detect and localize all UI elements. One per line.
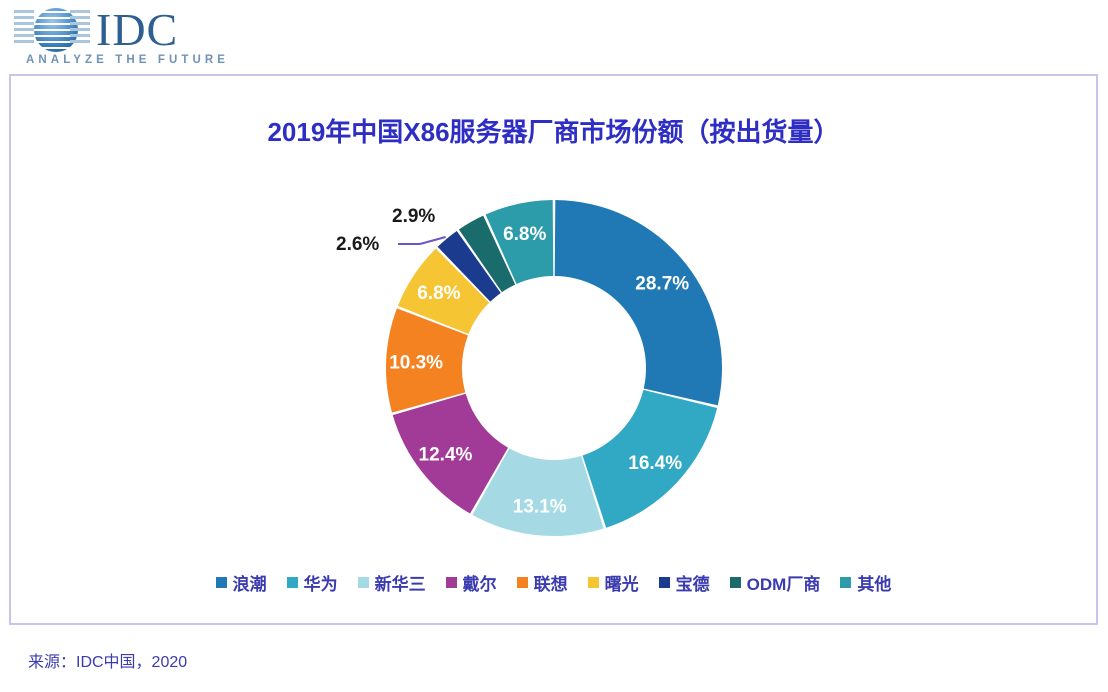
donut-slice[interactable] (385, 308, 468, 413)
donut-slice-label: 6.8% (503, 224, 546, 245)
leader-line (397, 236, 446, 245)
legend-swatch-icon (587, 577, 599, 588)
donut-slice-label: 16.4% (628, 453, 682, 474)
globe-stripe-lines (14, 7, 90, 53)
donut-value-labels: 28.7% 16.4% 13.1% 12.4% 10.3% 6.8% 2.6% 2.9% 6.8… (336, 206, 689, 517)
chart-title: 2019年中国X86服务器厂商市场份额（按出货量） (267, 117, 840, 147)
legend-item[interactable]: 其他 (840, 570, 891, 595)
legend-swatch-icon (729, 577, 741, 588)
chart-frame: 2019年中国X86服务器厂商市场份额（按出货量） 28.7% 16.4% 13.1… (9, 74, 1098, 625)
donut-slice[interactable] (397, 248, 489, 334)
donut-slice[interactable] (437, 231, 501, 302)
legend-swatch-icon (445, 577, 457, 588)
legend-swatch-icon (658, 577, 670, 588)
donut-slice-label: 13.1% (512, 496, 566, 517)
idc-globe-logo-icon (14, 7, 90, 53)
legend-label: 新华三 (374, 575, 426, 594)
legend-label: 浪潮 (232, 575, 267, 594)
donut-slice[interactable] (392, 393, 508, 514)
logo-wordmark: IDC (96, 4, 179, 55)
donut-chart-svg: 28.7% 16.4% 13.1% 12.4% 10.3% 6.8% 2.6% 2.9% 6.8… (336, 200, 722, 536)
donut-slice-label: 10.3% (389, 352, 443, 373)
logo-row: IDC (14, 6, 314, 54)
legend-swatch-icon (840, 577, 852, 588)
donut-slice-label: 12.4% (418, 444, 472, 465)
legend-label: 戴尔 (462, 575, 497, 594)
legend-label: ODM厂商 (746, 575, 821, 594)
legend-label: 其他 (857, 575, 892, 594)
legend-label: 曙光 (604, 575, 639, 594)
donut-slice[interactable] (458, 215, 515, 293)
donut-slice-group (385, 200, 722, 536)
legend-swatch-icon (215, 577, 227, 588)
donut-slice[interactable] (554, 200, 722, 406)
donut-slice-label: 2.9% (392, 206, 435, 227)
legend-swatch-icon (516, 577, 528, 588)
legend-item[interactable]: 戴尔 (445, 570, 497, 595)
legend-label: 华为 (303, 575, 338, 594)
donut-slice[interactable] (582, 389, 717, 528)
legend-item[interactable]: 宝德 (658, 570, 710, 595)
legend-item[interactable]: 浪潮 (215, 570, 267, 595)
legend-item[interactable]: 曙光 (587, 570, 639, 595)
legend-item[interactable]: ODM厂商 (729, 570, 821, 595)
legend-label: 联想 (533, 575, 568, 594)
legend-swatch-icon (286, 577, 298, 588)
donut-slice-label: 6.8% (417, 283, 460, 304)
logo-tagline: ANALYZE THE FUTURE (26, 54, 230, 66)
donut-slice-label: 2.6% (336, 234, 379, 255)
legend-item[interactable]: 新华三 (357, 570, 426, 595)
donut-leader-lines (397, 236, 446, 245)
source-note: 来源：IDC中国，2020 (28, 654, 188, 671)
donut-chart: 28.7% 16.4% 13.1% 12.4% 10.3% 6.8% 2.6% 2.9% 6.8… (11, 196, 1096, 546)
chart-legend: 浪潮 华为 新华三 戴尔 联想 曙光 宝德 ODM厂商 其他 (11, 570, 1096, 595)
legend-label: 宝德 (675, 575, 710, 594)
legend-item[interactable]: 联想 (516, 570, 568, 595)
donut-slice-label: 28.7% (635, 273, 689, 294)
legend-item[interactable]: 华为 (286, 570, 338, 595)
idc-logo: IDC ANALYZE THE FUTURE (14, 6, 314, 68)
legend-swatch-icon (357, 577, 369, 588)
donut-slice[interactable] (471, 448, 604, 536)
donut-slice[interactable] (485, 200, 553, 284)
